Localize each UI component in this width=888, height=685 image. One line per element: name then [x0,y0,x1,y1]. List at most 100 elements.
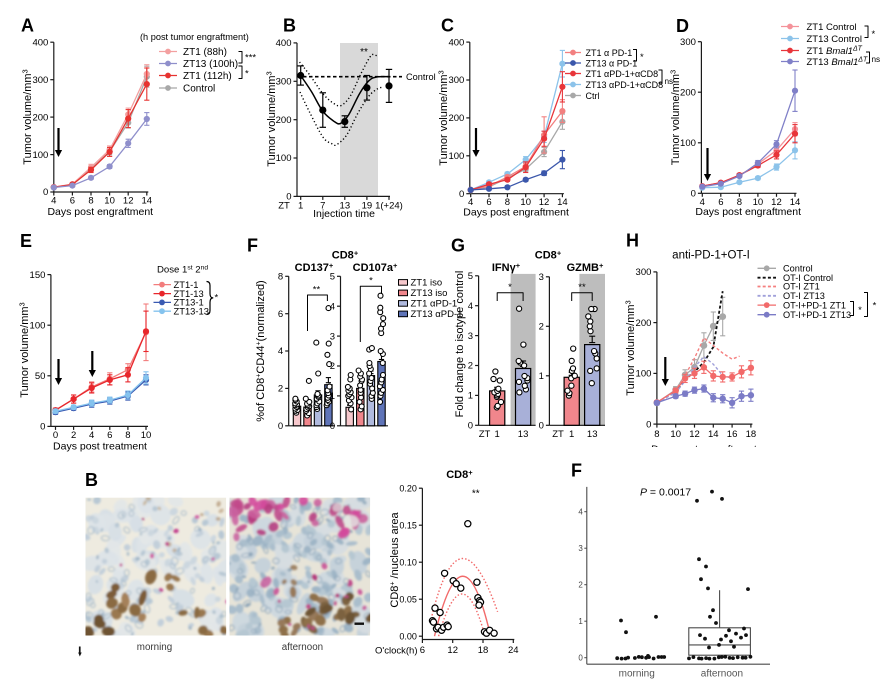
svg-text:6: 6 [70,196,75,207]
svg-text:0: 0 [330,421,335,432]
svg-text:3: 3 [578,544,583,553]
svg-text:19: 19 [362,200,373,211]
svg-text:14: 14 [142,196,153,207]
svg-text:200: 200 [680,87,696,98]
svg-text:0: 0 [278,421,283,432]
svg-text:0: 0 [43,187,48,198]
svg-text:100: 100 [30,320,46,331]
svg-text:ZT1 iso: ZT1 iso [411,278,443,289]
svg-text:14: 14 [708,429,719,440]
svg-text:400: 400 [32,37,48,48]
svg-text:12: 12 [539,197,550,208]
svg-text:13: 13 [518,429,529,440]
svg-text:ZT13 αPD-1+αCD8: ZT13 αPD-1+αCD8 [586,80,664,90]
svg-text:afternoon: afternoon [701,669,743,680]
svg-text:400: 400 [276,38,292,49]
svg-text:ZT: ZT [479,429,491,440]
svg-text:0: 0 [578,654,583,663]
svg-text:18: 18 [746,429,757,440]
svg-text:1: 1 [298,200,303,211]
svg-text:13: 13 [587,429,598,440]
svg-text:2: 2 [71,430,76,441]
svg-text:OT-I+PD-1 ZT1: OT-I+PD-1 ZT1 [783,300,846,310]
svg-text:2: 2 [330,361,335,372]
svg-text:Days post engraftment: Days post engraftment [695,206,801,218]
svg-text:12: 12 [689,429,700,440]
svg-text:8: 8 [125,430,130,441]
svg-text:A: A [21,16,34,36]
svg-text:C: C [441,16,454,36]
svg-text:ZT: ZT [552,429,564,440]
svg-text:ZT1 (88h): ZT1 (88h) [183,47,227,58]
svg-text:3: 3 [468,331,473,342]
svg-text:300: 300 [32,75,48,86]
svg-text:Tumor volume/mm3: Tumor volume/mm3 [265,71,279,166]
svg-text:ZT: ZT [278,200,290,211]
svg-text:Control: Control [406,72,436,82]
svg-text:5: 5 [330,272,335,283]
svg-text:50: 50 [35,371,46,382]
svg-text:10: 10 [520,197,531,208]
svg-text:ZT13 αPD-1: ZT13 αPD-1 [411,309,463,320]
svg-text:0: 0 [691,189,696,200]
svg-text:D: D [676,16,689,36]
svg-text:*: * [873,301,877,312]
svg-text:ZT1 Control: ZT1 Control [807,22,857,33]
svg-text:4: 4 [700,197,705,208]
svg-text:2: 2 [539,322,544,333]
svg-text:100: 100 [32,150,48,161]
svg-text:ZT1 αPD-1+αCD8: ZT1 αPD-1+αCD8 [586,69,659,79]
svg-text:B: B [283,16,296,36]
svg-text:F: F [571,461,582,481]
svg-text:**: ** [472,489,480,500]
svg-text:6: 6 [107,430,112,441]
svg-text:1: 1 [468,391,473,402]
svg-text:Control: Control [783,264,813,274]
svg-text:300: 300 [448,75,464,86]
svg-text:8: 8 [737,197,742,208]
svg-text:2: 2 [468,361,473,372]
svg-text:ZT13 Control: ZT13 Control [807,34,862,45]
svg-text:OT-I Control: OT-I Control [783,273,833,283]
svg-text:*: * [858,305,862,316]
svg-text:ZT1-13: ZT1-13 [174,288,204,299]
svg-text:6: 6 [278,309,283,320]
svg-text:0.15: 0.15 [399,520,417,530]
svg-text:H: H [626,231,639,251]
svg-text:Days post treatment: Days post treatment [53,441,147,453]
svg-text:100: 100 [276,153,292,164]
svg-text:300: 300 [276,76,292,87]
svg-text:300: 300 [680,37,696,48]
svg-text:3: 3 [539,272,544,283]
svg-text:18: 18 [478,645,489,656]
svg-text:0: 0 [40,422,45,433]
svg-text:%of CD8+CD44+(normalized): %of CD8+CD44+(normalized) [255,280,267,421]
svg-text:CD8+: CD8+ [332,249,359,262]
svg-text:**: ** [360,47,368,58]
svg-text:Tumor volume/mm3: Tumor volume/mm3 [624,300,638,395]
svg-text:12: 12 [123,196,134,207]
svg-text:CD8+: CD8+ [535,249,562,262]
svg-text:6: 6 [420,645,425,656]
svg-text:0.05: 0.05 [399,594,417,604]
svg-text:ns: ns [665,77,674,86]
svg-text:10: 10 [104,196,115,207]
svg-text:Tumor volume/mm3: Tumor volume/mm3 [21,69,35,164]
svg-text:*: * [215,293,219,304]
svg-text:G: G [451,236,465,256]
svg-text:2: 2 [278,384,283,395]
svg-text:ZT1-1: ZT1-1 [174,279,199,290]
svg-text:CD107a+: CD107a+ [353,261,398,274]
svg-text:4: 4 [468,197,473,208]
svg-text:ZT13 iso: ZT13 iso [411,288,448,299]
svg-text:14: 14 [790,197,801,208]
svg-text:4: 4 [578,508,583,517]
svg-text:Dose 1st 2nd: Dose 1st 2nd [157,265,208,276]
svg-text:7: 7 [320,200,325,211]
svg-text:150: 150 [30,270,46,281]
svg-text:(h post tumor engraftment): (h post tumor engraftment) [140,32,249,42]
svg-text:*: * [872,29,876,40]
svg-text:IFNγ+: IFNγ+ [492,261,521,274]
svg-text:*: * [508,282,512,293]
svg-text:0: 0 [459,189,464,200]
